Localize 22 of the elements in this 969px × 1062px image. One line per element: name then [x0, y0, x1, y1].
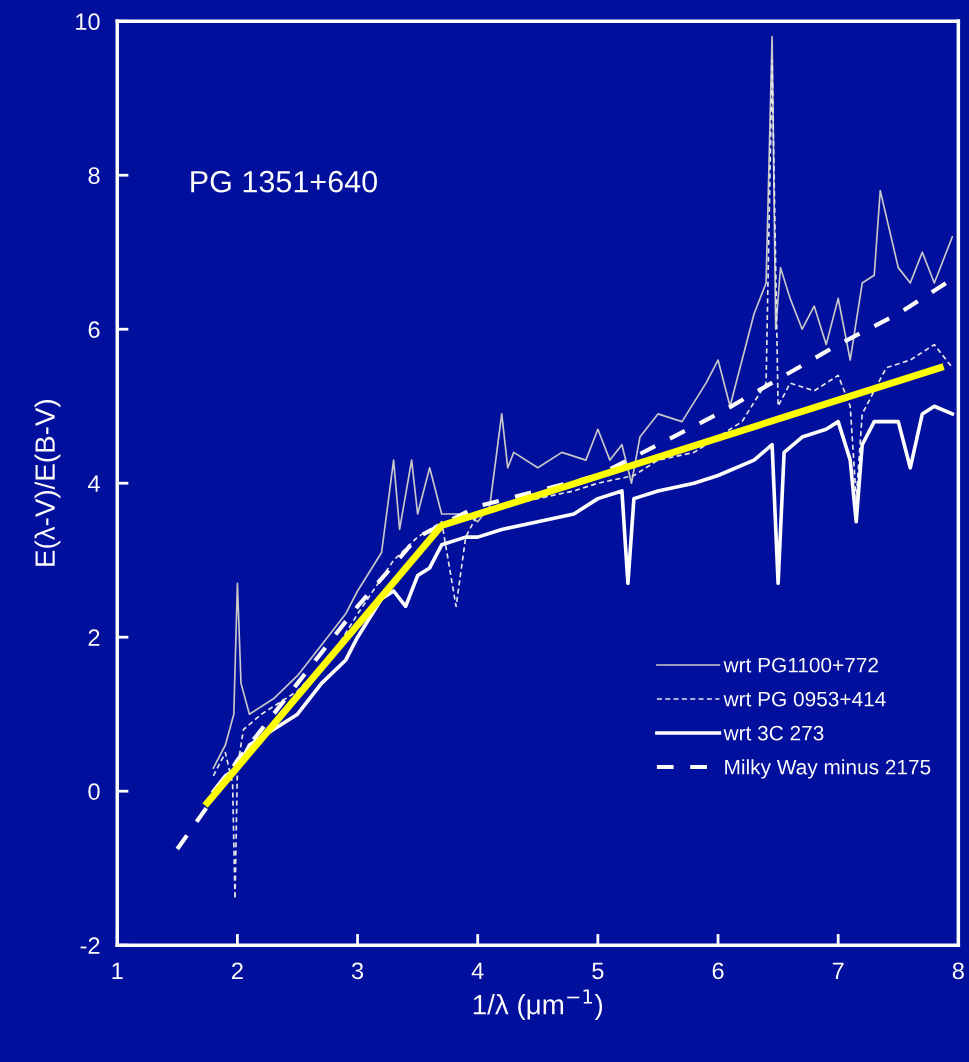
x-tick-label: 2	[232, 962, 243, 979]
y-tick-label: 0	[88, 783, 100, 800]
y-tick-label: 2	[88, 629, 100, 646]
x-tick-label: 4	[471, 962, 484, 979]
x-tick-label: 7	[832, 962, 844, 979]
x-tick-label: 3	[351, 962, 364, 980]
x-tick-label: 6	[712, 962, 724, 980]
y-tick-label: 4	[87, 475, 100, 492]
y-tick-label: 8	[88, 167, 100, 185]
legend-label: Milky Way minus 2175	[725, 759, 931, 779]
y-tick-label: -2	[80, 937, 100, 954]
legend-label: wrt PG1100+772	[723, 657, 878, 673]
legend-label: wrt 3C 273	[723, 725, 824, 741]
legend-label: wrt PG 0953+414	[723, 691, 886, 707]
y-tick-label: 6	[88, 321, 100, 339]
x-tick-label: 5	[592, 962, 604, 980]
x-tick-label: 8	[952, 962, 964, 980]
x-axis-title: 1/λ (μm$^{−1}$)	[473, 989, 603, 1020]
y-axis-title: E(λ-V)/E(B-V)	[34, 400, 61, 566]
annotation: PG 1351+640	[191, 170, 377, 193]
x-tick-label: 1	[112, 962, 123, 979]
y-tick-label: 10	[76, 13, 100, 31]
